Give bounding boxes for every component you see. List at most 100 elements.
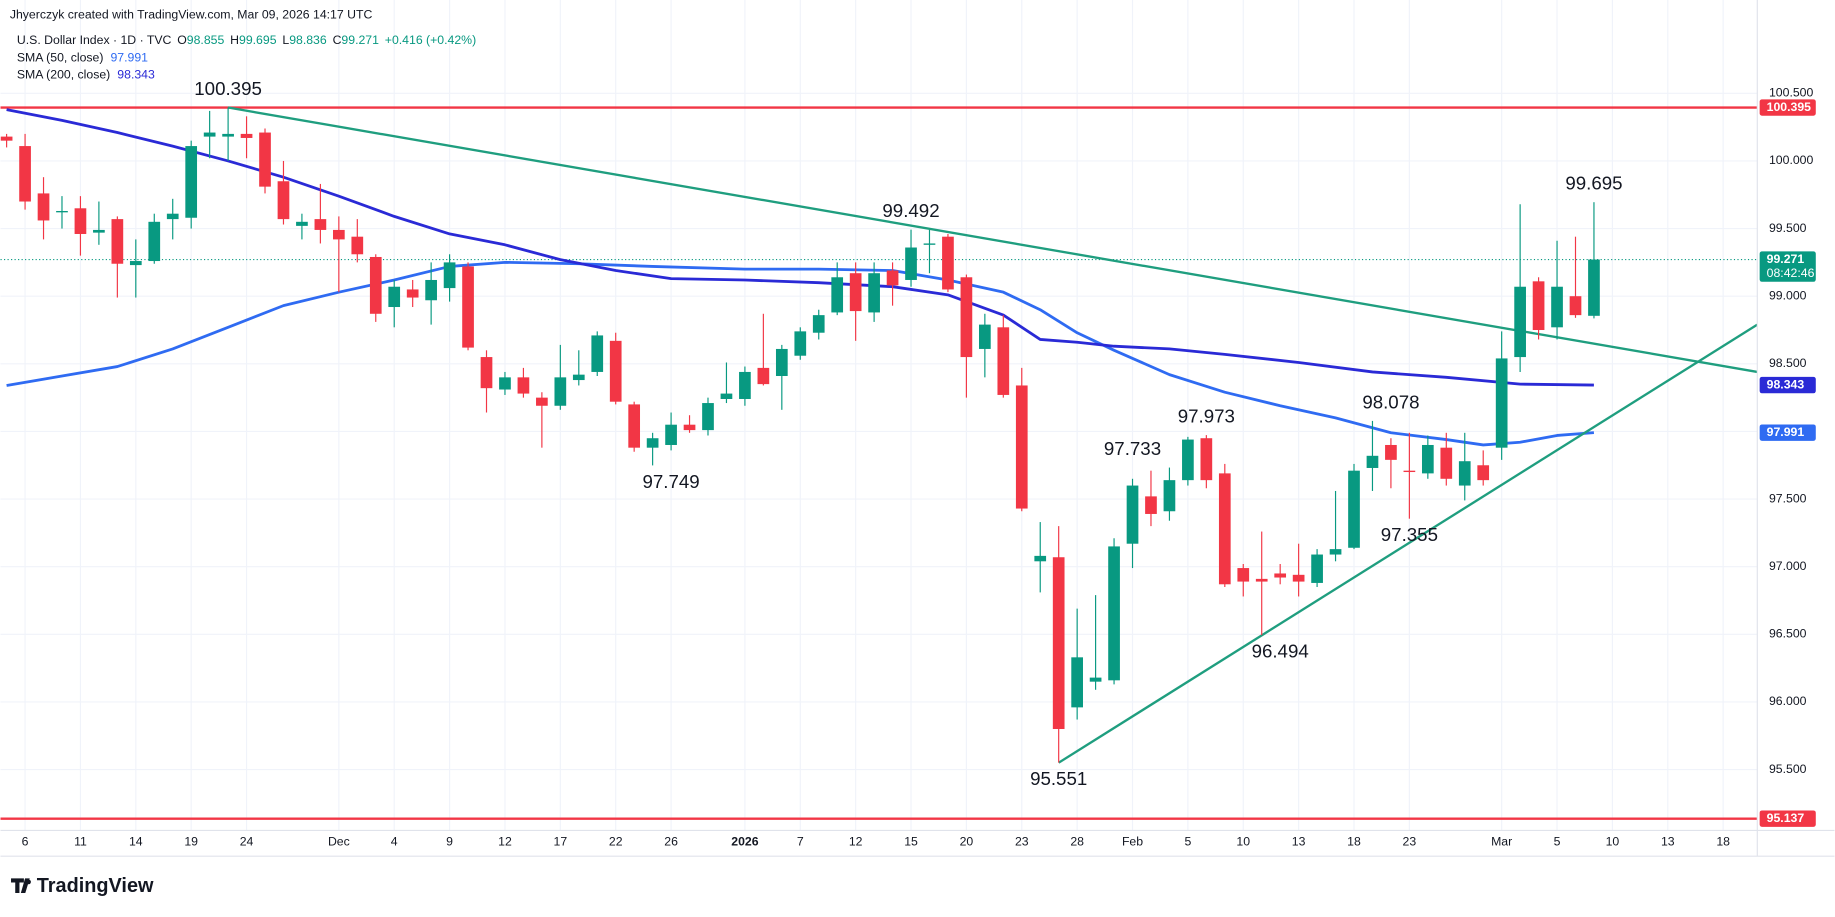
indicator-name: SMA (50, close): [17, 51, 104, 65]
price-box-label: 97.991: [1767, 425, 1805, 439]
sma-line: [6, 108, 1594, 387]
candle-body: [1588, 259, 1600, 316]
ohlc-value: 99.271: [341, 33, 379, 47]
candle-body: [1292, 574, 1305, 582]
candle-body: [332, 229, 345, 240]
candle-body: [443, 262, 456, 289]
x-tick-label: 5: [1184, 834, 1191, 848]
candle-body: [831, 277, 844, 313]
candle-body: [665, 424, 677, 445]
candle-body: [37, 193, 50, 221]
candle-body: [1458, 461, 1471, 486]
candle-body: [166, 213, 179, 220]
candle-body: [886, 270, 899, 286]
price-annotation: 97.749: [642, 471, 699, 492]
indicator-value: 97.991: [110, 51, 148, 65]
x-tick-label: 23: [1403, 834, 1417, 848]
price-box-label: 98.343: [1767, 377, 1805, 391]
logo-text: TradingView: [37, 875, 154, 897]
x-tick-label: 6: [22, 834, 29, 848]
y-tick-label: 97.500: [1769, 491, 1807, 505]
candle-body: [1329, 549, 1342, 555]
x-tick-label: 28: [1070, 834, 1084, 848]
candle-body: [775, 348, 788, 377]
candle-body: [554, 377, 567, 406]
ohlc-key: O: [177, 33, 187, 47]
candle-body: [1569, 296, 1582, 316]
candle-body: [56, 210, 68, 213]
x-tick-label: 5: [1554, 834, 1561, 848]
x-tick-label: 2026: [731, 834, 758, 848]
candle-body: [185, 146, 198, 218]
candle-body: [19, 146, 31, 202]
price-annotation: 95.551: [1030, 768, 1087, 789]
candle-body: [296, 221, 308, 226]
y-tick-label: 100.000: [1769, 153, 1814, 167]
x-tick-label: Mar: [1491, 834, 1512, 848]
price-box-label: 99.271: [1767, 252, 1805, 266]
candle-body: [960, 277, 973, 358]
candle-body: [1495, 358, 1508, 448]
ohlc-value: 98.855: [187, 33, 225, 47]
x-tick-label: 19: [184, 834, 198, 848]
y-tick-label: 97.000: [1769, 559, 1807, 573]
countdown: 08:42:46: [1767, 266, 1815, 280]
indicator-name: SMA (200, close): [17, 68, 110, 82]
x-tick-label: 9: [446, 834, 453, 848]
price-box-label: 100.395: [1767, 100, 1812, 114]
candle-body: [74, 208, 87, 234]
candle-body: [480, 357, 493, 389]
legend: Jhyerczyk created with TradingView.com, …: [10, 7, 476, 81]
attribution: Jhyerczyk created with TradingView.com, …: [10, 7, 373, 21]
symbol: U.S. Dollar Index · 1D · TVC: [17, 33, 172, 47]
x-tick-label: 11: [74, 834, 87, 848]
candle-body: [1145, 496, 1157, 514]
candle-body: [1532, 281, 1545, 331]
price-box-label: 95.137: [1767, 811, 1805, 825]
candle-body: [111, 219, 124, 264]
candle-body: [849, 273, 862, 312]
x-tick-label: 13: [1292, 834, 1306, 848]
symbol-legend: U.S. Dollar Index · 1D · TVC O98.855 H99.6…: [17, 33, 476, 47]
candle-body: [517, 377, 530, 394]
candle-body: [425, 279, 437, 301]
candle-body: [1126, 485, 1139, 544]
ohlc-value: 99.695: [239, 33, 277, 47]
price-annotation: 97.355: [1381, 524, 1438, 545]
x-tick-label: 14: [129, 834, 143, 848]
candle-body: [1052, 557, 1065, 730]
price-box: [1759, 99, 1816, 116]
x-tick-label: 12: [498, 834, 512, 848]
candle-body: [572, 374, 585, 381]
price-annotation: 99.695: [1565, 173, 1622, 194]
candle-body: [1237, 568, 1250, 582]
price-annotation: 100.395: [194, 78, 262, 99]
candle-body: [1218, 473, 1231, 585]
x-tick-label: Feb: [1122, 834, 1143, 848]
candle-body: [997, 327, 1010, 395]
y-tick-label: 99.500: [1769, 221, 1807, 235]
pane: 100.395 99.492 99.695 97.973 97.733 98.078 97.…: [0, 78, 1758, 820]
candle-body: [1071, 657, 1083, 708]
price-annotation: 98.078: [1362, 391, 1419, 412]
logo-icon: [11, 878, 30, 894]
x-tick-label: 7: [797, 834, 804, 848]
logo: TradingView: [11, 875, 154, 897]
candle-body: [646, 438, 659, 448]
change: +0.416 (+0.42%): [385, 33, 476, 47]
y-tick-label: 96.000: [1769, 694, 1807, 708]
indicator-value: 98.343: [117, 68, 155, 82]
candle-body: [1255, 578, 1268, 582]
candle-body: [148, 221, 161, 262]
trendline: [227, 106, 1758, 374]
candle-body: [259, 132, 271, 187]
x-tick-label: 15: [904, 834, 918, 848]
price-annotation: 97.733: [1104, 438, 1161, 459]
y-tick-label: 99.000: [1769, 288, 1807, 302]
x-tick-label: 18: [1716, 834, 1730, 848]
candle-body: [1182, 439, 1194, 481]
candle-body: [1477, 465, 1490, 481]
